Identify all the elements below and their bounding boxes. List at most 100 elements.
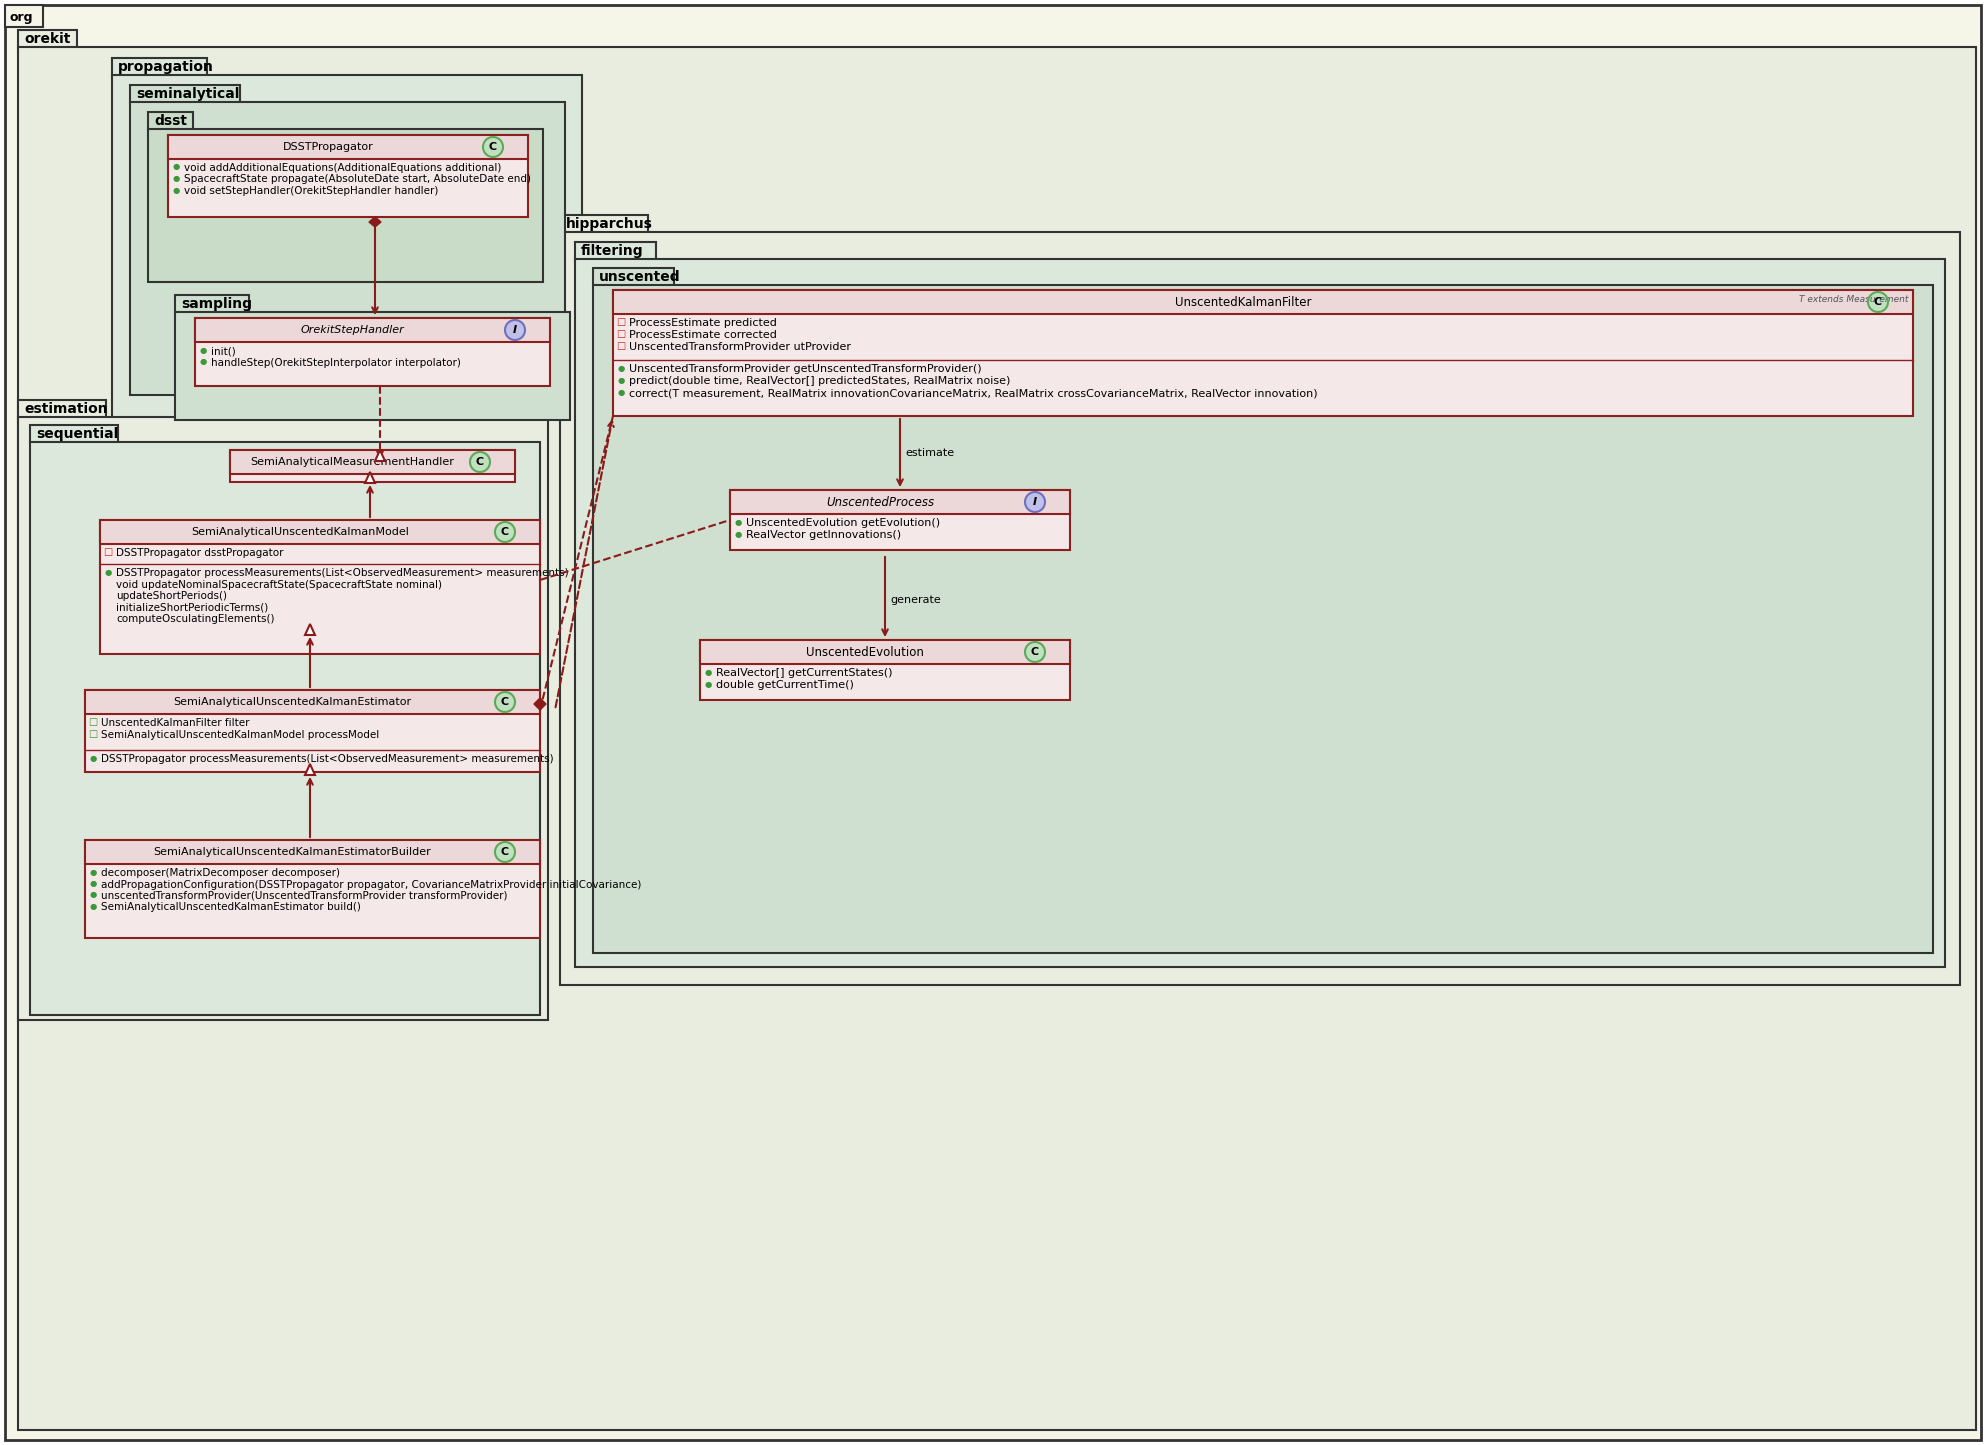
FancyBboxPatch shape	[195, 318, 550, 342]
Text: void updateNominalSpacecraftState(SpacecraftState nominal): void updateNominalSpacecraftState(Spacec…	[115, 579, 443, 590]
FancyBboxPatch shape	[169, 134, 528, 217]
FancyBboxPatch shape	[111, 75, 582, 418]
FancyBboxPatch shape	[85, 840, 540, 864]
Text: SemiAnalyticalUnscentedKalmanEstimatorBuilder: SemiAnalyticalUnscentedKalmanEstimatorBu…	[153, 847, 431, 857]
Text: predict(double time, RealVector[] predictedStates, RealMatrix noise): predict(double time, RealVector[] predic…	[630, 376, 1011, 386]
Text: unscented: unscented	[600, 270, 681, 285]
FancyBboxPatch shape	[731, 490, 1070, 551]
FancyBboxPatch shape	[560, 231, 1960, 985]
Text: hipparchus: hipparchus	[566, 217, 653, 231]
Text: ●: ●	[199, 357, 207, 366]
FancyBboxPatch shape	[6, 4, 44, 27]
Polygon shape	[365, 473, 375, 483]
Text: □: □	[87, 717, 97, 727]
Text: computeOsculatingElements(): computeOsculatingElements()	[115, 614, 274, 624]
Text: C: C	[500, 847, 508, 857]
Text: generate: generate	[890, 595, 941, 605]
Text: ●: ●	[618, 364, 626, 373]
Text: ●: ●	[105, 568, 111, 577]
FancyBboxPatch shape	[6, 4, 1980, 1441]
Text: ●: ●	[735, 517, 741, 527]
Text: ●: ●	[705, 679, 711, 689]
Polygon shape	[534, 698, 546, 709]
FancyBboxPatch shape	[594, 267, 673, 286]
Text: C: C	[500, 696, 508, 707]
Polygon shape	[306, 624, 316, 634]
Text: UnscentedKalmanFilter: UnscentedKalmanFilter	[1176, 295, 1311, 308]
Text: ●: ●	[89, 890, 97, 899]
Text: □: □	[616, 318, 626, 327]
Text: ProcessEstimate corrected: ProcessEstimate corrected	[630, 329, 777, 340]
Text: sampling: sampling	[181, 298, 252, 311]
Text: orekit: orekit	[24, 32, 70, 46]
Text: DSSTPropagator processMeasurements(List<ObservedMeasurement> measurements): DSSTPropagator processMeasurements(List<…	[115, 568, 568, 578]
Text: correct(T measurement, RealMatrix innovationCovarianceMatrix, RealMatrix crossCo: correct(T measurement, RealMatrix innova…	[630, 389, 1317, 397]
Text: □: □	[87, 728, 97, 738]
Text: UnscentedTransformProvider getUnscentedTransformProvider(): UnscentedTransformProvider getUnscentedT…	[630, 364, 981, 374]
FancyBboxPatch shape	[18, 46, 1976, 1431]
Text: ●: ●	[735, 530, 741, 539]
FancyBboxPatch shape	[576, 259, 1944, 967]
Text: ●: ●	[173, 162, 179, 172]
Text: void addAdditionalEquations(AdditionalEquations additional): void addAdditionalEquations(AdditionalEq…	[185, 163, 500, 173]
Text: ●: ●	[618, 387, 626, 397]
FancyBboxPatch shape	[85, 691, 540, 714]
Text: filtering: filtering	[582, 244, 643, 259]
Text: double getCurrentTime(): double getCurrentTime()	[717, 681, 854, 691]
Text: ●: ●	[89, 753, 97, 763]
FancyBboxPatch shape	[30, 425, 117, 444]
Text: seminalytical: seminalytical	[135, 87, 240, 101]
FancyBboxPatch shape	[18, 416, 548, 1020]
Text: □: □	[616, 329, 626, 340]
FancyBboxPatch shape	[149, 129, 542, 282]
Polygon shape	[306, 764, 316, 775]
Circle shape	[483, 137, 502, 158]
Text: addPropagationConfiguration(DSSTPropagator propagator, CovarianceMatrixProvider : addPropagationConfiguration(DSSTPropagat…	[101, 880, 641, 890]
Text: RealVector[] getCurrentStates(): RealVector[] getCurrentStates()	[717, 668, 892, 678]
Text: SemiAnalyticalUnscentedKalmanEstimator: SemiAnalyticalUnscentedKalmanEstimator	[173, 696, 411, 707]
FancyBboxPatch shape	[195, 318, 550, 386]
Text: DSSTPropagator processMeasurements(List<ObservedMeasurement> measurements): DSSTPropagator processMeasurements(List<…	[101, 754, 554, 764]
FancyBboxPatch shape	[230, 449, 514, 474]
Text: DSSTPropagator dsstPropagator: DSSTPropagator dsstPropagator	[115, 548, 284, 558]
Circle shape	[471, 452, 491, 473]
FancyBboxPatch shape	[576, 241, 655, 260]
FancyBboxPatch shape	[111, 58, 207, 77]
Text: SpacecraftState propagate(AbsoluteDate start, AbsoluteDate end): SpacecraftState propagate(AbsoluteDate s…	[185, 175, 530, 185]
FancyBboxPatch shape	[230, 449, 514, 483]
Text: dsst: dsst	[155, 114, 187, 129]
Text: C: C	[1031, 647, 1039, 657]
Text: I: I	[1033, 497, 1037, 507]
Text: updateShortPeriods(): updateShortPeriods()	[115, 591, 226, 601]
FancyBboxPatch shape	[30, 442, 540, 1014]
Text: SemiAnalyticalMeasurementHandler: SemiAnalyticalMeasurementHandler	[250, 457, 455, 467]
Circle shape	[1025, 642, 1045, 662]
FancyBboxPatch shape	[129, 101, 564, 394]
Text: decomposer(MatrixDecomposer decomposer): decomposer(MatrixDecomposer decomposer)	[101, 868, 340, 879]
Text: ●: ●	[89, 879, 97, 889]
Circle shape	[1869, 292, 1889, 312]
FancyBboxPatch shape	[85, 691, 540, 772]
FancyBboxPatch shape	[699, 640, 1070, 699]
Text: □: □	[616, 341, 626, 351]
FancyBboxPatch shape	[560, 215, 647, 233]
Text: handleStep(OrekitStepInterpolator interpolator): handleStep(OrekitStepInterpolator interp…	[211, 357, 461, 367]
FancyBboxPatch shape	[175, 295, 248, 314]
Text: org: org	[10, 10, 34, 23]
Text: DSSTPropagator: DSSTPropagator	[282, 142, 373, 152]
Text: init(): init()	[211, 345, 236, 355]
Text: I: I	[512, 325, 516, 335]
Polygon shape	[369, 217, 381, 227]
FancyBboxPatch shape	[129, 85, 240, 103]
Text: C: C	[1875, 298, 1883, 306]
Text: UnscentedEvolution getEvolution(): UnscentedEvolution getEvolution()	[747, 517, 939, 527]
Text: C: C	[477, 457, 485, 467]
Circle shape	[504, 319, 524, 340]
Text: ●: ●	[173, 173, 179, 184]
Text: C: C	[489, 142, 496, 152]
Text: void setStepHandler(OrekitStepHandler handler): void setStepHandler(OrekitStepHandler ha…	[185, 186, 439, 197]
Text: SemiAnalyticalUnscentedKalmanEstimator build(): SemiAnalyticalUnscentedKalmanEstimator b…	[101, 903, 361, 912]
Text: ●: ●	[199, 345, 207, 354]
Text: UnscentedKalmanFilter filter: UnscentedKalmanFilter filter	[101, 718, 250, 728]
FancyBboxPatch shape	[85, 840, 540, 938]
